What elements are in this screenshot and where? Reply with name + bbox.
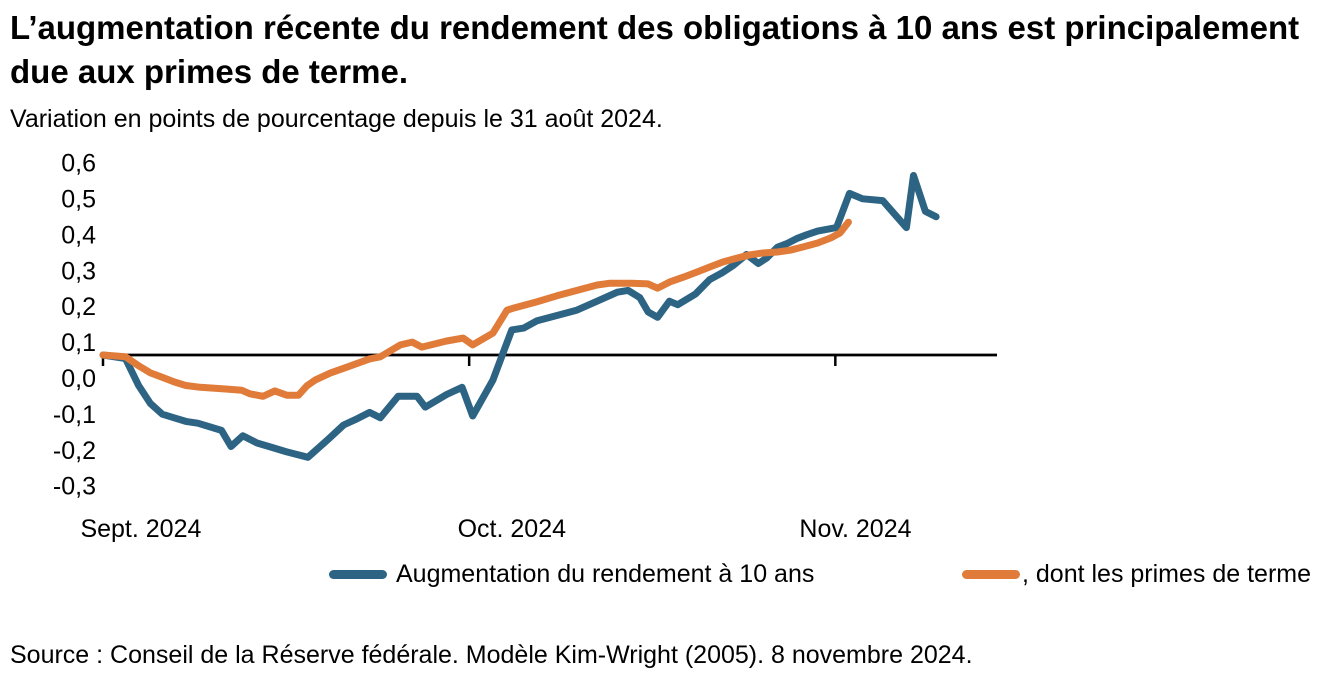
legend-label-primes: , dont les primes de terme <box>1022 560 1312 588</box>
y-tick-label: 0,2 <box>61 293 96 321</box>
x-tick-label: Sept. 2024 <box>80 515 201 543</box>
y-tick-label: -0,2 <box>53 437 96 465</box>
x-tick-label: Nov. 2024 <box>799 515 911 543</box>
y-tick-label: 0,3 <box>61 257 96 285</box>
y-tick-label: 0,1 <box>61 329 96 357</box>
legend-swatch-rendement <box>329 569 387 579</box>
y-tick-label: -0,1 <box>53 401 96 429</box>
y-tick-label: 0,0 <box>61 365 96 393</box>
source-note: Source : Conseil de la Réserve fédérale.… <box>10 641 973 669</box>
y-tick-label: 0,6 <box>61 150 96 178</box>
legend-item-primes: , dont les primes de terme <box>962 556 1311 592</box>
legend-label-rendement: Augmentation du rendement à 10 ans <box>396 560 815 588</box>
chart-area: 0,6 0,5 0,4 0,3 0,2 0,1 0,0 -0,1 -0,2 -0,3 Sept. 2… <box>0 130 1339 555</box>
y-tick-label: -0,3 <box>53 473 96 501</box>
legend-swatch-primes <box>962 569 1020 579</box>
chart-canvas: 0,6 0,5 0,4 0,3 0,2 0,1 0,0 -0,1 -0,2 -0,3 Sept. 2… <box>53 150 997 543</box>
series-line-primes <box>99 218 852 400</box>
chart-title: L’augmentation récente du rendement des … <box>10 9 1300 90</box>
x-tick-label: Oct. 2024 <box>458 515 566 543</box>
legend-item-rendement: Augmentation du rendement à 10 ans <box>329 556 814 592</box>
series-line-rendement <box>99 172 940 461</box>
y-tick-label: 0,4 <box>61 221 96 249</box>
chart-subtitle: Variation en points de pourcentage depui… <box>10 105 663 133</box>
y-tick-label: 0,5 <box>61 186 96 214</box>
legend: Augmentation du rendement à 10 ans , don… <box>0 556 1339 596</box>
